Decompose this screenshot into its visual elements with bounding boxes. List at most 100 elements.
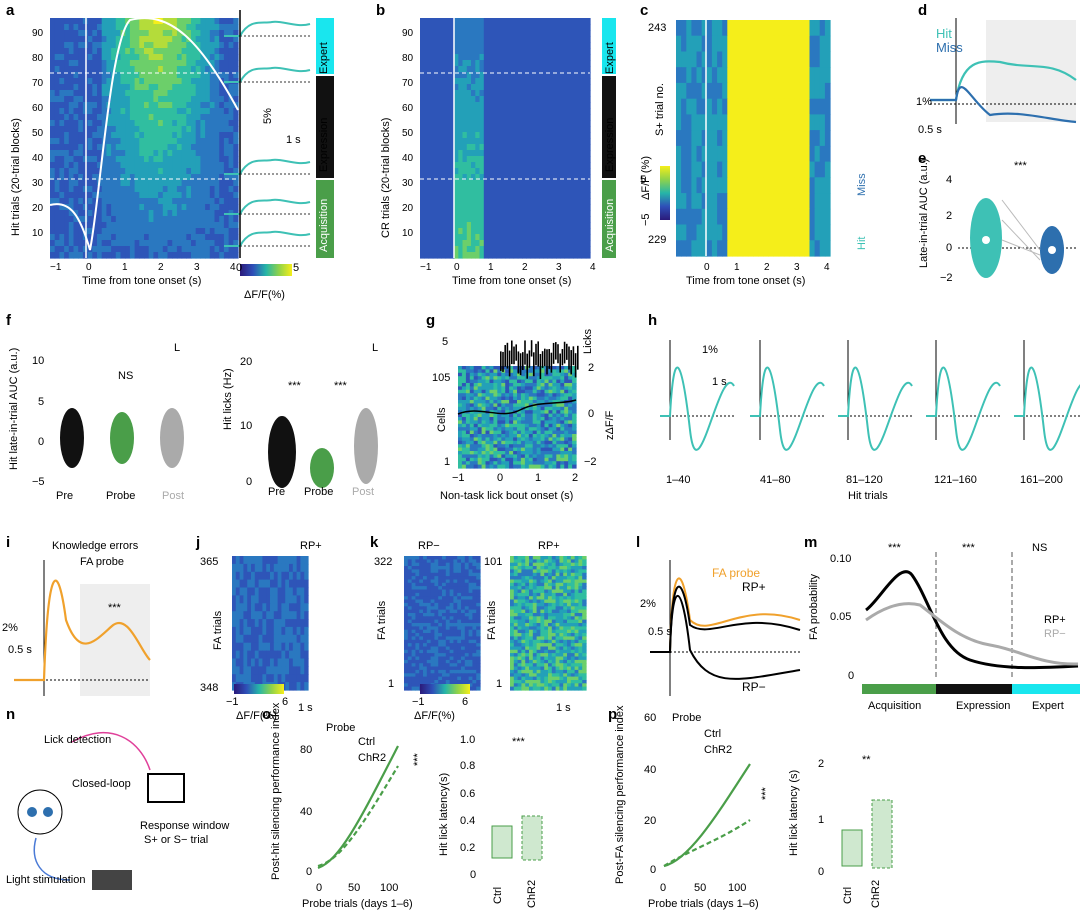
b-stage-expression: Expression: [604, 117, 616, 172]
g-lick-bar-24: [552, 342, 555, 364]
g-zlabel: zΔF/F: [604, 410, 616, 440]
p-box-x-ctrl: Ctrl: [842, 886, 854, 904]
m-rpminus-line: [865, 602, 1079, 666]
g-lick-bar-34: [574, 353, 577, 378]
a-ytick-2: 70: [32, 78, 44, 89]
p-ytick-40: 40: [644, 764, 657, 776]
b-ytick-6: 30: [402, 178, 414, 189]
n-light-box-icon: [92, 870, 132, 890]
b-ytick-8: 10: [402, 228, 414, 239]
g-licks-n: 5: [442, 336, 449, 348]
m-legend-rpplus: RP+: [1044, 614, 1066, 626]
b-xtick-3: 2: [522, 262, 528, 273]
panel-letter-i: i: [6, 534, 11, 551]
b-ytick-4: 50: [402, 128, 414, 139]
a-stage-expression: Expression: [318, 117, 330, 172]
p-box-ctrl: [841, 829, 863, 867]
g-lick-bar-28: [561, 349, 564, 366]
o-legend-ctrl: Ctrl: [358, 736, 376, 748]
l-legend-fa: FA probe: [712, 566, 761, 580]
b-stage-bar-0: [602, 18, 616, 74]
a-scale-time: 1 s: [286, 134, 301, 146]
b-heatmap: [420, 18, 591, 259]
b-ytick-2: 70: [402, 78, 414, 89]
o-legend-chr2: ChR2: [358, 752, 387, 764]
h-trace-2: [750, 366, 825, 451]
panel-letter-p: p: [608, 706, 618, 723]
k-colorbar: [420, 684, 470, 694]
f-x2-pre: Pre: [268, 486, 286, 498]
g-lick-bar-7: [515, 344, 517, 361]
h-trace-3: [838, 366, 913, 451]
e-ytick-m2: −2: [940, 272, 953, 284]
b-stage-acquisition: Acquisition: [604, 198, 616, 252]
k-heatmap-rpplus: [510, 556, 587, 691]
g-lick-bar-27: [559, 353, 561, 373]
g-lick-bar-23: [550, 352, 553, 373]
a-performance-curve: [49, 17, 239, 251]
g-lick-bar-13: [528, 350, 531, 368]
o-box-chr2: [521, 815, 543, 861]
f2-violin-post: [354, 408, 378, 484]
c-xlabel: Time from tone onset (s): [686, 275, 806, 287]
l-rpminus-trace: [650, 595, 801, 680]
o-box-x-ctrl: Ctrl: [492, 886, 504, 904]
g-licks: Licks: [582, 328, 594, 354]
m-stage-expert: Expert: [1032, 700, 1064, 712]
e-median-hit: [982, 236, 990, 244]
k-cbar-label: ΔF/F(%): [414, 710, 455, 722]
g-lick-bar-20: [544, 348, 546, 367]
e-ytick-4: 4: [946, 174, 953, 186]
o-ytick-0: 0: [306, 866, 313, 878]
c-xtick-0: 0: [704, 262, 710, 273]
g-lick-bar-25: [555, 342, 557, 360]
b-ytick-7: 20: [402, 203, 414, 214]
g-ztick-m2: −2: [584, 456, 597, 468]
g-xtick-0: 0: [497, 472, 504, 484]
d-miss-line: [930, 86, 1077, 124]
a-trace-5: [224, 230, 311, 247]
k-ytop-1: 322: [374, 556, 393, 568]
j-cbar-low: −1: [226, 696, 239, 708]
p-xtick-50: 50: [694, 882, 707, 894]
m-stage-bar-1: [936, 684, 1012, 694]
h-group-2: 41–80: [760, 474, 791, 486]
p-xtick-0: 0: [660, 882, 667, 894]
j-heatmap: [232, 556, 309, 691]
n-lick: Lick detection: [44, 734, 112, 746]
c-xtick-3: 3: [794, 262, 800, 273]
k-ylabel-1: FA trials: [376, 600, 388, 640]
n-resp-2: S+ or S− trial: [144, 834, 209, 846]
c-xtick-1: 1: [734, 262, 740, 273]
c-legend-miss: Miss: [856, 173, 868, 196]
g-lick-bar-17: [537, 341, 539, 367]
b-xtick-1: 0: [454, 262, 460, 273]
o-box-ytick-0: 0: [470, 869, 477, 881]
p-legend-chr2: ChR2: [704, 744, 733, 756]
o-box-ytick-02: 0.2: [460, 842, 476, 854]
o-box-sig: ***: [512, 736, 525, 748]
f-ytick1-10: 10: [32, 355, 45, 367]
f-ytick2-0: 0: [246, 476, 253, 488]
g-xtick-m1: −1: [452, 472, 465, 484]
c-legend-hit: Hit: [856, 236, 868, 250]
p-legend-ctrl: Ctrl: [704, 728, 722, 740]
a-xtick-3: 2: [158, 262, 164, 273]
k-scale-time: 1 s: [556, 702, 571, 714]
n-mouse-eye-r: [43, 807, 53, 817]
m-ytick-005: 0.05: [830, 611, 852, 623]
g-ytick-bottom: 1: [444, 456, 451, 468]
n-mouse-head: [17, 789, 63, 835]
f-sig-2a: ***: [288, 380, 301, 392]
b-xtick-2: 1: [488, 262, 494, 273]
a-ylabel: Hit trials (20-trial blocks): [10, 118, 22, 236]
p-sig: ***: [760, 787, 772, 800]
m-sig-1: ***: [888, 542, 901, 554]
a-heatmap: [50, 18, 239, 259]
n-mouse-eye-l: [27, 807, 37, 817]
g-lick-bar-26: [557, 344, 559, 364]
o-xlabel: Probe trials (days 1–6): [302, 898, 413, 910]
o-ylabel: Post-hit silencing performance index: [270, 702, 282, 880]
a-stage-bar-2: [316, 180, 334, 258]
m-legend-rpminus: RP−: [1044, 628, 1066, 640]
